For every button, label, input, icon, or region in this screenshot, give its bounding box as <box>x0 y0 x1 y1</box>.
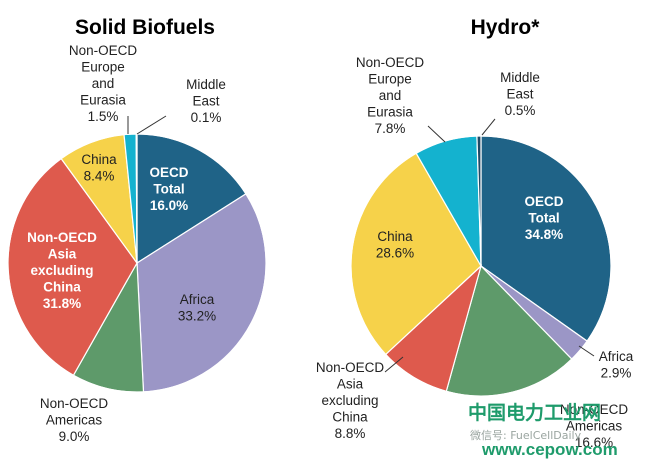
slice-value-label: 31.8% <box>43 296 81 311</box>
slice-label-mideast: Middle East 0.5% <box>500 70 540 118</box>
slice-name-line: Eurasia <box>80 93 126 108</box>
slice-label-oecd: OECD Total 16.0% <box>149 165 188 213</box>
slice-value-label: 33.2% <box>178 309 216 324</box>
slice-name-line: Non-OECD <box>69 43 138 58</box>
slice-name-line: Middle <box>186 77 226 92</box>
slice-name-line: excluding <box>321 393 378 408</box>
slice-name-line: East <box>506 87 533 102</box>
leader-line-mideast <box>136 115 167 135</box>
slice-name-line: and <box>379 88 402 103</box>
chart-title-solid-biofuels: Solid Biofuels <box>75 16 215 39</box>
pie-solid-biofuels <box>7 133 267 393</box>
slice-value-label: 0.1% <box>191 110 222 125</box>
slice-name-line: Europe <box>368 72 412 87</box>
slice-name-line: Total <box>153 182 184 197</box>
leader-line-europe <box>427 125 446 143</box>
slice-name-line: Total <box>528 211 559 226</box>
watermark-site-name: 中国电力工业网 <box>468 401 601 424</box>
slice-label-mideast: Middle East 0.1% <box>186 77 226 125</box>
slice-label-americas: Non-OECD Americas 16.6% <box>560 402 629 450</box>
watermark-wechat: 微信号: FuelCellDaily <box>470 428 582 442</box>
pie-hydro <box>350 135 612 397</box>
slice-name-line: Asia <box>48 247 77 262</box>
slice-label-africa: Africa 2.9% <box>599 349 634 381</box>
slice-name-line: OECD <box>524 194 563 209</box>
slice-name-line: Non-OECD <box>316 360 385 375</box>
slice-name-line: Non-OECD <box>40 396 109 411</box>
slice-name-line: China <box>377 229 413 244</box>
leader-line-mideast <box>481 118 496 136</box>
leader-line-asia <box>384 356 404 373</box>
slice-label-asia: Non-OECD Asia excluding China 8.8% <box>316 360 385 441</box>
slice-value-label: 8.4% <box>84 169 115 184</box>
slice-name-line: OECD <box>149 165 188 180</box>
slice-name-line: Asia <box>337 377 364 392</box>
slice-value-label: 2.9% <box>601 366 632 381</box>
slice-name-line: Eurasia <box>367 105 413 120</box>
slice-label-europe: Non-OECD Europe and Eurasia 7.8% <box>356 55 425 136</box>
slice-value-label: 16.0% <box>150 198 188 213</box>
slice-label-africa: Africa 33.2% <box>178 292 216 324</box>
slice-value-label: 8.8% <box>335 426 366 441</box>
pie-outline <box>350 135 612 397</box>
slice-name-line: Americas <box>566 419 623 434</box>
slice-label-oecd: OECD Total 34.8% <box>524 194 563 242</box>
slice-label-americas: Non-OECD Americas 9.0% <box>40 396 109 444</box>
watermark-site-url: www.cepow.com <box>481 440 618 459</box>
slice-name-line: Non-OECD <box>560 402 629 417</box>
slice-label-europe: Non-OECD Europe and Eurasia 1.5% <box>69 43 138 124</box>
leader-line-africa <box>578 345 595 357</box>
slice-label-asia: Non-OECD Asia excluding China 31.8% <box>27 230 97 311</box>
slice-value-label: 9.0% <box>59 429 90 444</box>
pie-slice-mideast <box>135 133 138 264</box>
slice-name-line: China <box>332 410 368 425</box>
slice-name-line: Europe <box>81 60 125 75</box>
watermark: 中国电力工业网 www.cepow.com 微信号: FuelCellDaily <box>468 401 618 459</box>
slice-name-line: and <box>92 76 115 91</box>
slice-value-label: 1.5% <box>88 109 119 124</box>
slice-name-line: Africa <box>599 349 634 364</box>
slice-name-line: Non-OECD <box>27 230 97 245</box>
slice-name-line: Non-OECD <box>356 55 425 70</box>
slice-name-line: Americas <box>46 413 103 428</box>
slice-name-line: China <box>43 280 81 295</box>
slice-value-label: 28.6% <box>376 246 414 261</box>
slice-name-line: excluding <box>30 263 93 278</box>
slice-value-label: 16.6% <box>575 435 613 450</box>
slice-name-line: China <box>81 152 117 167</box>
slice-label-china: China 8.4% <box>81 152 117 184</box>
slice-value-label: 34.8% <box>525 227 563 242</box>
slice-label-china: China 28.6% <box>376 229 414 261</box>
slice-labels: OECD Total 16.0%Africa 33.2%Non-OECD America… <box>27 43 634 450</box>
slice-value-label: 7.8% <box>375 121 406 136</box>
slice-name-line: Africa <box>180 292 215 307</box>
slice-value-label: 0.5% <box>505 103 536 118</box>
slice-name-line: Middle <box>500 70 540 85</box>
slice-name-line: East <box>192 94 219 109</box>
chart-title-hydro: Hydro* <box>471 16 541 39</box>
